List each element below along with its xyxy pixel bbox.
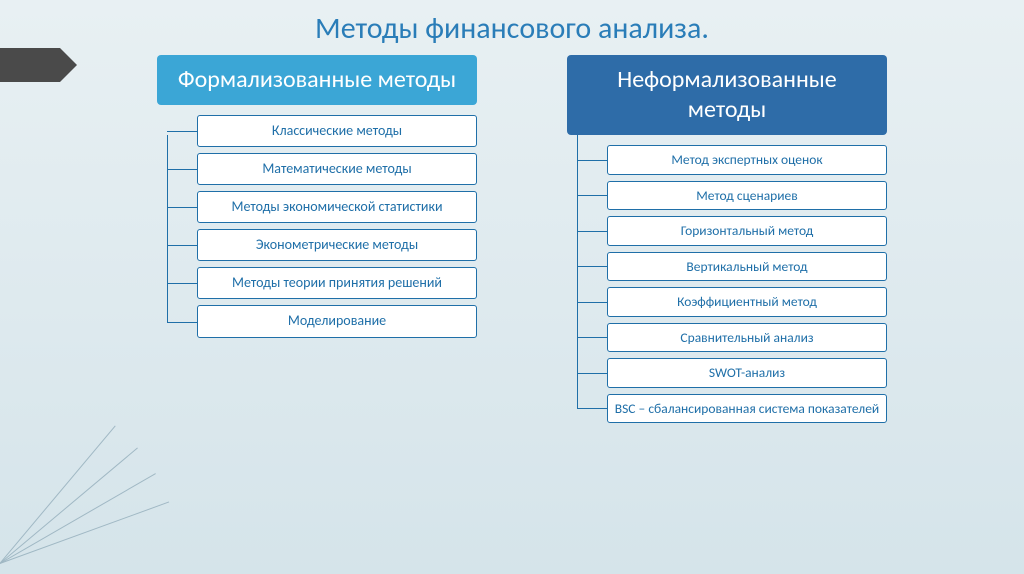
- items-left: Классические методы Математические методы…: [197, 115, 477, 338]
- list-item: Методы теории принятия решений: [197, 267, 477, 299]
- list-item: Методы экономической статистики: [197, 191, 477, 223]
- item-box: Коэффициентный метод: [607, 287, 887, 317]
- connector-hline: [577, 302, 607, 303]
- column-header-right: Неформализованные методы: [567, 55, 887, 135]
- item-box: Метод сценариев: [607, 181, 887, 211]
- list-item: Сравнительный анализ: [607, 323, 887, 353]
- connector-vline-right: [577, 135, 578, 408]
- list-item: Метод экспертных оценок: [607, 145, 887, 175]
- item-box: Метод экспертных оценок: [607, 145, 887, 175]
- item-box: Моделирование: [197, 305, 477, 337]
- column-formalized: Формализованные методы Классические мето…: [137, 55, 477, 423]
- connector-hline: [577, 408, 607, 409]
- item-box: Классические методы: [197, 115, 477, 147]
- list-item: Вертикальный метод: [607, 252, 887, 282]
- connector-hline: [577, 160, 607, 161]
- connector-hline: [577, 231, 607, 232]
- connector-hline: [167, 169, 197, 170]
- connector-hline: [167, 207, 197, 208]
- list-item: Эконометрические методы: [197, 229, 477, 261]
- item-box: Эконометрические методы: [197, 229, 477, 261]
- item-box: Методы теории принятия решений: [197, 267, 477, 299]
- connector-hline: [167, 245, 197, 246]
- list-item: Горизонтальный метод: [607, 216, 887, 246]
- item-box: Методы экономической статистики: [197, 191, 477, 223]
- connector-hline: [167, 131, 197, 132]
- list-item: Математические методы: [197, 153, 477, 185]
- list-item: Классические методы: [197, 115, 477, 147]
- connector-hline: [577, 373, 607, 374]
- page-title: Методы финансового анализа.: [0, 0, 1024, 47]
- list-item: ВSС – сбалансированная система показател…: [607, 394, 887, 424]
- connector-hline: [577, 337, 607, 338]
- connector-hline: [577, 266, 607, 267]
- item-box: Горизонтальный метод: [607, 216, 887, 246]
- list-item: Коэффициентный метод: [607, 287, 887, 317]
- column-informal: Неформализованные методы Метод экспертны…: [547, 55, 887, 423]
- connector-hline: [577, 195, 607, 196]
- list-item: Метод сценариев: [607, 181, 887, 211]
- list-item: Моделирование: [197, 305, 477, 337]
- connector-hline: [167, 283, 197, 284]
- item-box: Математические методы: [197, 153, 477, 185]
- columns-container: Формализованные методы Классические мето…: [0, 55, 1024, 423]
- list-item: SWOT-анализ: [607, 358, 887, 388]
- connector-vline-left: [167, 135, 168, 322]
- item-box: SWOT-анализ: [607, 358, 887, 388]
- corner-ribbon: [0, 48, 60, 82]
- item-box: Вертикальный метод: [607, 252, 887, 282]
- item-box: ВSС – сбалансированная система показател…: [607, 394, 887, 424]
- column-header-left: Формализованные методы: [157, 55, 477, 105]
- items-right: Метод экспертных оценок Метод сценариев Го…: [607, 145, 887, 423]
- item-box: Сравнительный анализ: [607, 323, 887, 353]
- connector-hline: [167, 322, 197, 323]
